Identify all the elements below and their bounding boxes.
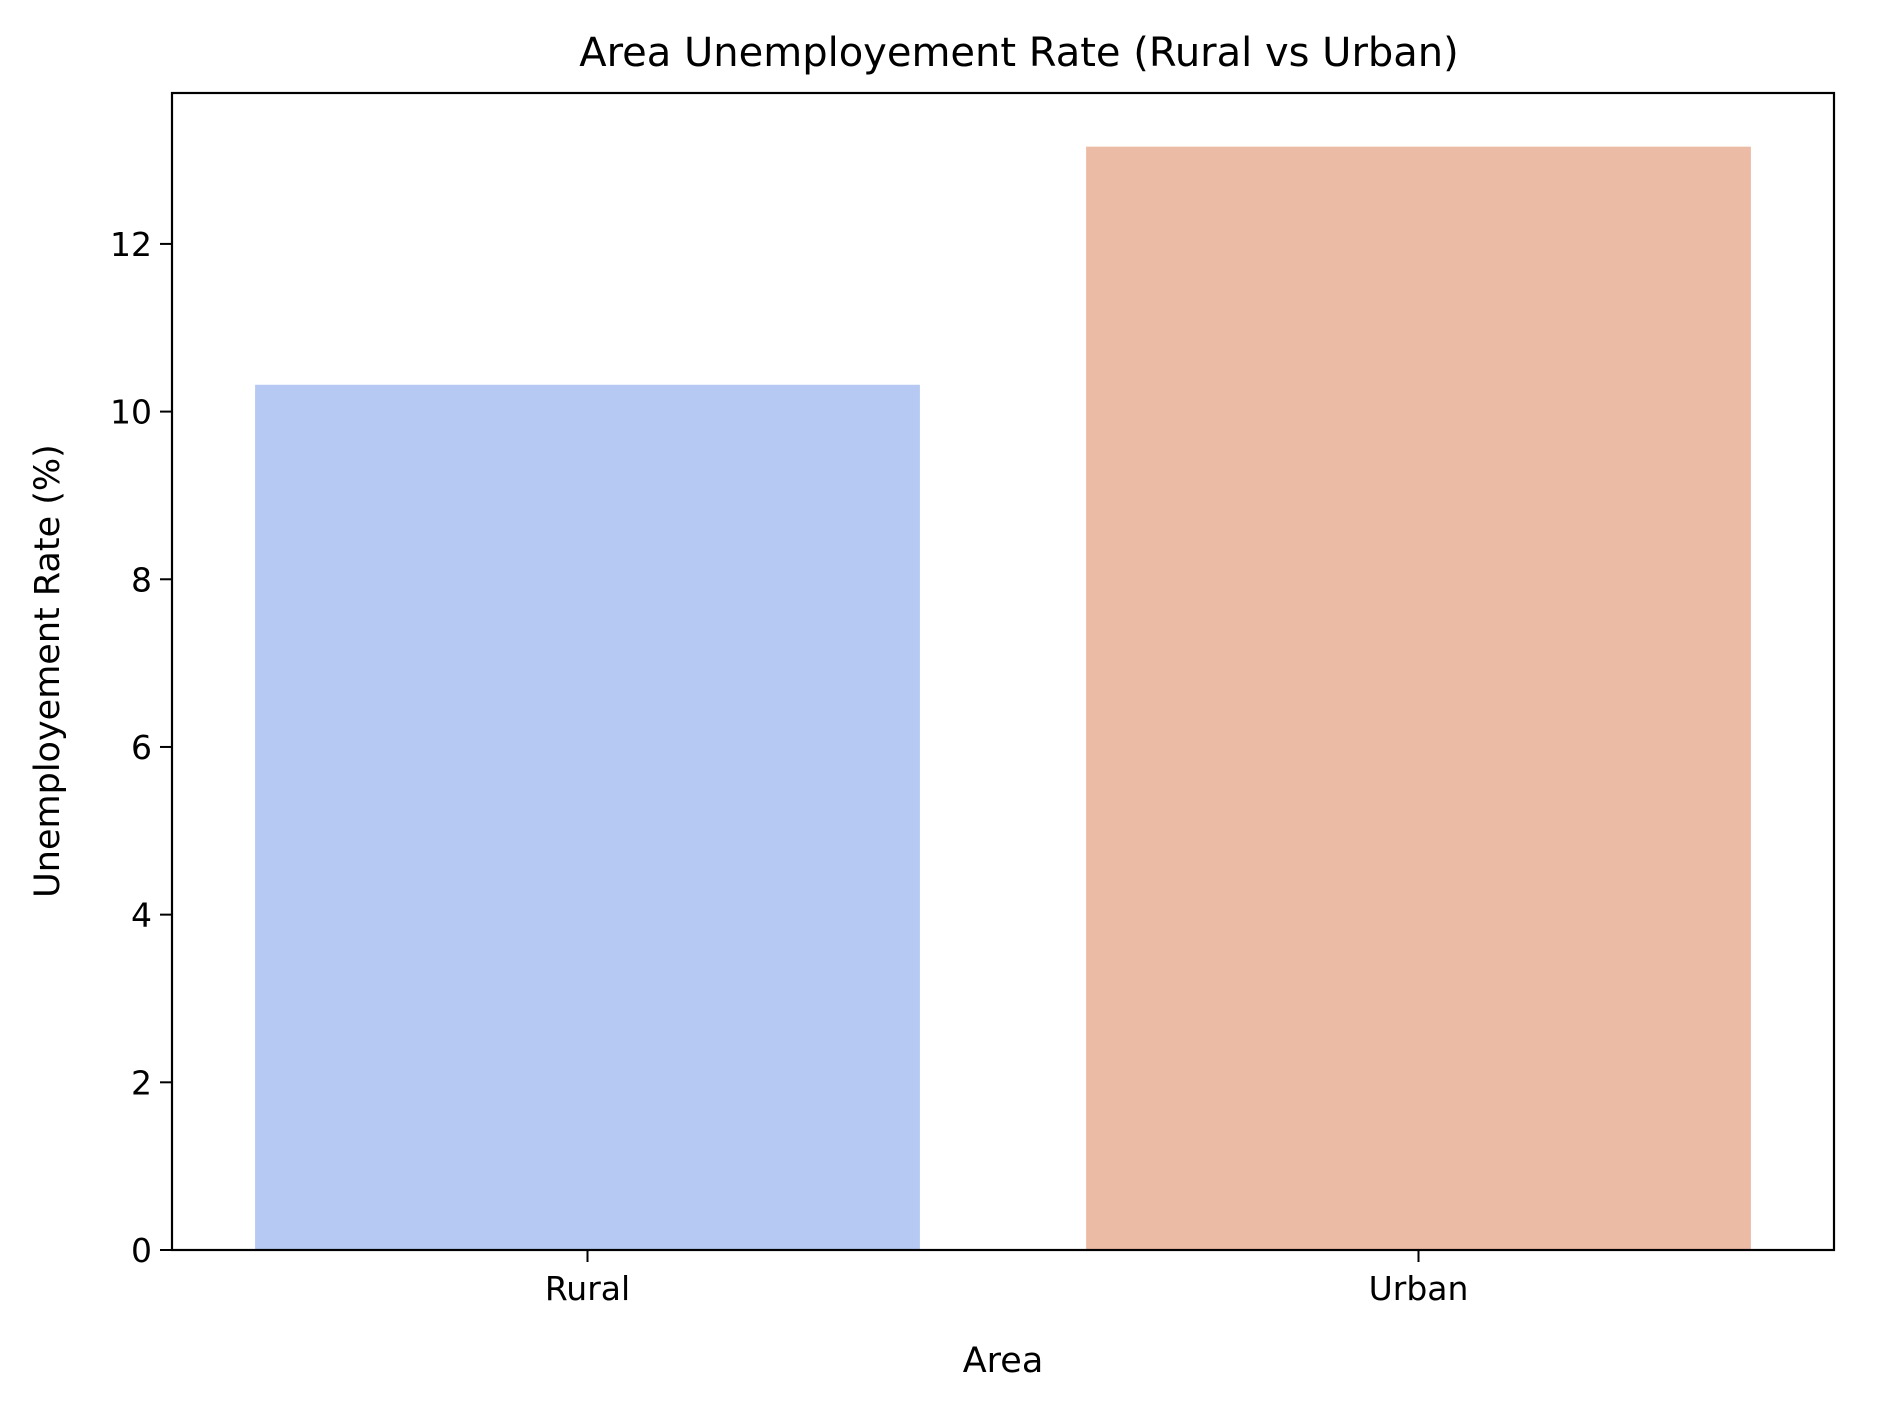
y-tick-label: 10 (110, 393, 152, 432)
y-tick-label: 8 (131, 560, 152, 599)
y-tick-label: 6 (131, 728, 152, 767)
bar-group (255, 146, 1751, 1251)
y-axis-label: Unemployement Rate (%) (28, 444, 68, 898)
y-axis: 0 2 4 6 8 10 12 (110, 225, 172, 1270)
x-tick-label: Rural (545, 1269, 630, 1308)
bar-rural (255, 384, 920, 1250)
plot-frame (170, 91, 1836, 1252)
y-tick-label: 2 (131, 1063, 152, 1102)
y-tick-label: 4 (131, 896, 152, 935)
y-tick-label: 12 (110, 225, 152, 264)
y-tick-label: 0 (131, 1231, 152, 1270)
chart-title: Area Unemployement Rate (Rural vs Urban) (579, 30, 1459, 76)
x-tick-label: Urban (1369, 1269, 1469, 1308)
x-axis: Rural Urban (545, 1250, 1469, 1308)
bar-urban (1086, 146, 1751, 1251)
x-axis-label: Area (963, 1341, 1044, 1381)
